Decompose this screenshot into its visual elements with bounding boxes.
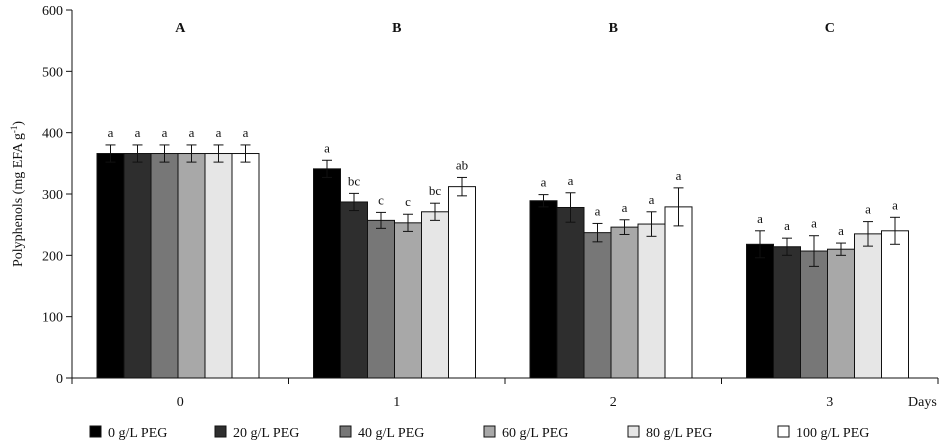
legend-swatch <box>627 425 640 438</box>
x-tick-label: 0 <box>177 395 184 410</box>
significance-letter: a <box>243 125 249 140</box>
group-letter: A <box>175 21 186 36</box>
bar-day0-series0 <box>96 153 125 379</box>
bar-day3-series2 <box>800 250 828 379</box>
bar-day1-series3 <box>394 222 422 379</box>
bar-day1-series2 <box>367 219 395 379</box>
legend: 0 g/L PEG 20 g/L PEG 40 g/L PEG 60 g/L PEG 8… <box>89 425 869 441</box>
y-axis-title-main: Polyphenols (mg EFA g <box>11 133 26 267</box>
bars <box>96 144 909 379</box>
significance-letter: a <box>216 125 222 140</box>
bar-day3-series0 <box>746 243 774 379</box>
significance-letter: c <box>378 192 384 207</box>
bar-day3-series4 <box>854 233 882 379</box>
y-tick-label: 200 <box>42 249 63 264</box>
significance-letter: a <box>811 216 817 231</box>
x-axis-title: Days <box>908 395 937 410</box>
bar-day2-series2 <box>583 232 612 379</box>
significance-letter: a <box>135 125 141 140</box>
legend-label: 80 g/L PEG <box>646 426 712 441</box>
y-axis-title: Polyphenols (mg EFA g-1) <box>9 121 26 267</box>
legend-swatch <box>483 425 496 438</box>
y-tick-label: 300 <box>42 188 63 203</box>
legend-swatch <box>339 425 352 438</box>
bar-day2-series3 <box>610 226 639 379</box>
y-tick-label: 600 <box>42 4 63 19</box>
x-tick-label: 2 <box>610 395 617 410</box>
significance-letter: a <box>784 218 790 233</box>
significance-letter: a <box>324 140 330 155</box>
group-letter: B <box>609 21 618 36</box>
significance-letter: a <box>162 125 168 140</box>
bar-day2-series5 <box>664 206 693 379</box>
bar-day1-series0 <box>313 168 341 379</box>
significance-letter: a <box>595 203 601 218</box>
bar-day0-series1 <box>123 153 152 379</box>
bar-day1-series5 <box>448 186 476 379</box>
y-tick-label: 0 <box>56 372 63 387</box>
bar-day0-series3 <box>177 153 206 379</box>
legend-label: 40 g/L PEG <box>358 426 424 441</box>
bar-day3-series3 <box>827 248 855 379</box>
bar-day1-series1 <box>340 201 368 379</box>
legend-label: 100 g/L PEG <box>796 426 869 441</box>
significance-letter: a <box>838 223 844 238</box>
group-letter: B <box>392 21 401 36</box>
significance-letter: a <box>865 202 871 217</box>
significance-letter: c <box>405 194 411 209</box>
legend-label: 0 g/L PEG <box>108 426 167 441</box>
legend-swatch <box>89 425 102 438</box>
legend-label: 20 g/L PEG <box>233 426 299 441</box>
y-axis-title-end: ) <box>11 121 26 126</box>
legend-swatch <box>777 425 790 438</box>
significance-letter: bc <box>429 183 442 198</box>
significance-letter: a <box>892 197 898 212</box>
bar-day0-series2 <box>150 153 179 379</box>
significance-letter: a <box>757 211 763 226</box>
significance-letter: ab <box>456 157 468 172</box>
bar-day0-series4 <box>204 153 233 379</box>
bar-day2-series1 <box>556 206 585 379</box>
significance-letter: a <box>622 200 628 215</box>
x-tick-label: 1 <box>393 395 400 410</box>
significance-letter: a <box>568 173 574 188</box>
significance-letter: a <box>189 125 195 140</box>
significance-letter: a <box>541 175 547 190</box>
bar-day2-series0 <box>529 200 558 379</box>
x-tick-label: 3 <box>826 395 833 410</box>
significance-letter: a <box>676 168 682 183</box>
significance-letter: a <box>649 192 655 207</box>
bar-day2-series4 <box>637 223 666 379</box>
group-letter: C <box>825 21 835 36</box>
y-tick-label: 500 <box>42 65 63 80</box>
bar-day1-series4 <box>421 211 449 379</box>
significance-letter: bc <box>348 173 361 188</box>
y-tick-label: 100 <box>42 311 63 326</box>
bar-day3-series5 <box>881 230 909 379</box>
significance-letter: a <box>108 125 114 140</box>
bar-day0-series5 <box>231 153 260 379</box>
legend-label: 60 g/L PEG <box>502 426 568 441</box>
y-axis-title-sup: -1 <box>9 126 19 134</box>
y-tick-label: 400 <box>42 127 63 142</box>
bar-day3-series1 <box>773 246 801 379</box>
legend-swatch <box>214 425 227 438</box>
